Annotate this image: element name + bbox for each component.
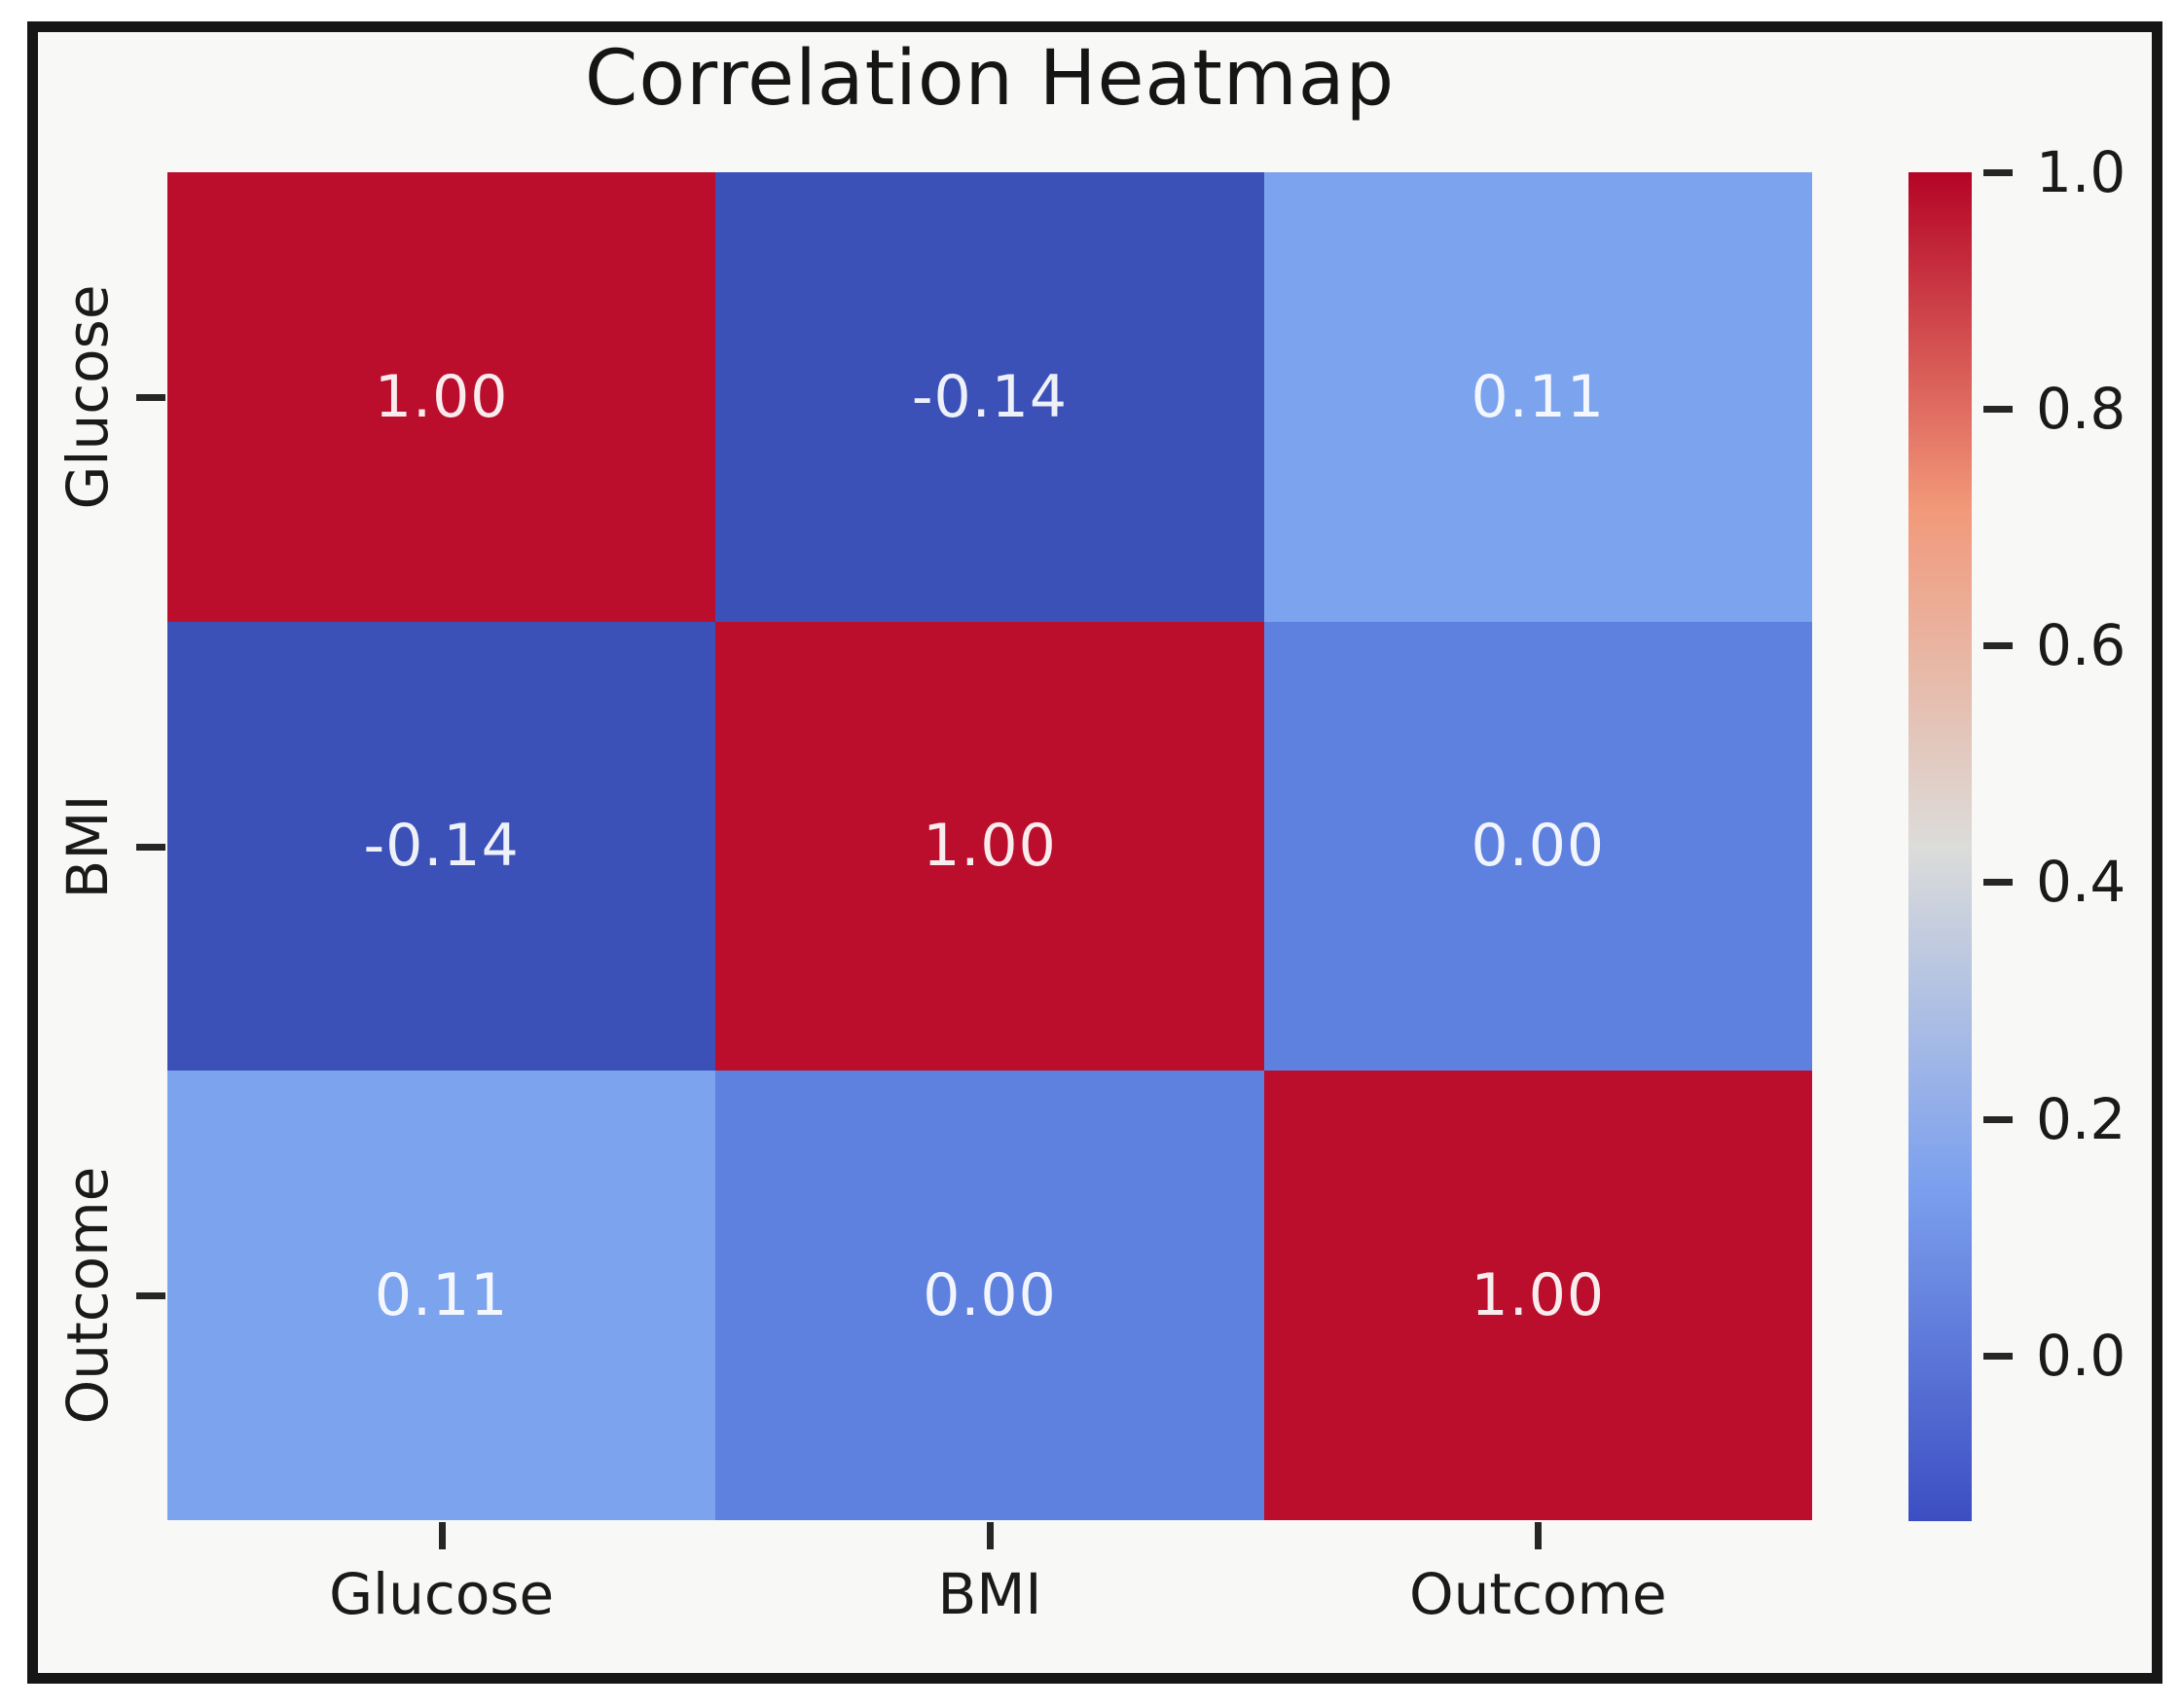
cell-value: 0.00 [1471, 812, 1606, 881]
colorbar-gradient [1908, 172, 1972, 1521]
x-tick-label: BMI [937, 1561, 1042, 1627]
x-tick-mark [438, 1522, 446, 1549]
colorbar-tick-label: 1.0 [2036, 139, 2126, 205]
chart-title: Correlation Heatmap [584, 35, 1396, 123]
heatmap-cell: 0.00 [1263, 621, 1812, 1072]
colorbar-tick-label: 0.0 [2036, 1322, 2126, 1389]
x-tick-mark [987, 1522, 994, 1549]
cell-value: -0.14 [363, 812, 520, 881]
colorbar-tick-mark [1983, 879, 2013, 887]
colorbar-tick-mark [1983, 1352, 2013, 1360]
colorbar-tick-mark [1983, 406, 2013, 414]
y-tick-label: BMI [54, 794, 121, 898]
cell-value: 0.11 [1471, 362, 1606, 431]
heatmap-grid: 1.00 -0.14 0.11 -0.14 1.00 0.00 0.11 0.00 1.00 [167, 172, 1812, 1520]
x-tick-mark [1535, 1522, 1543, 1549]
y-tick-label: Glucose [54, 284, 121, 510]
heatmap-cell: 1.00 [167, 172, 716, 622]
cell-value: 0.00 [923, 1261, 1057, 1330]
heatmap-cell: 0.00 [715, 1071, 1264, 1520]
colorbar [1908, 172, 1972, 1521]
heatmap-cell: -0.14 [715, 172, 1264, 622]
cell-value: 1.00 [374, 362, 509, 431]
cell-value: 0.11 [374, 1261, 509, 1330]
colorbar-tick-label: 0.8 [2036, 376, 2126, 443]
y-tick-mark [136, 843, 165, 851]
colorbar-tick-label: 0.2 [2036, 1085, 2126, 1152]
y-tick-label: Outcome [54, 1166, 121, 1425]
x-tick-label: Outcome [1408, 1561, 1667, 1627]
y-tick-mark [136, 1292, 165, 1300]
colorbar-tick-mark [1983, 169, 2013, 176]
x-tick-label: Glucose [329, 1561, 555, 1627]
colorbar-tick-mark [1983, 1115, 2013, 1123]
y-tick-mark [136, 393, 165, 401]
heatmap-cell: 0.11 [1263, 172, 1812, 622]
colorbar-tick-label: 0.6 [2036, 612, 2126, 679]
heatmap-cell: 0.11 [167, 1071, 716, 1520]
colorbar-tick-mark [1983, 642, 2013, 650]
heatmap-cell: 1.00 [1263, 1071, 1812, 1520]
cell-value: 1.00 [923, 812, 1057, 881]
heatmap-cell: -0.14 [167, 621, 716, 1072]
cell-value: -0.14 [911, 362, 1069, 431]
heatmap-cell: 1.00 [715, 621, 1264, 1072]
colorbar-tick-label: 0.4 [2036, 849, 2126, 916]
cell-value: 1.00 [1471, 1261, 1606, 1330]
